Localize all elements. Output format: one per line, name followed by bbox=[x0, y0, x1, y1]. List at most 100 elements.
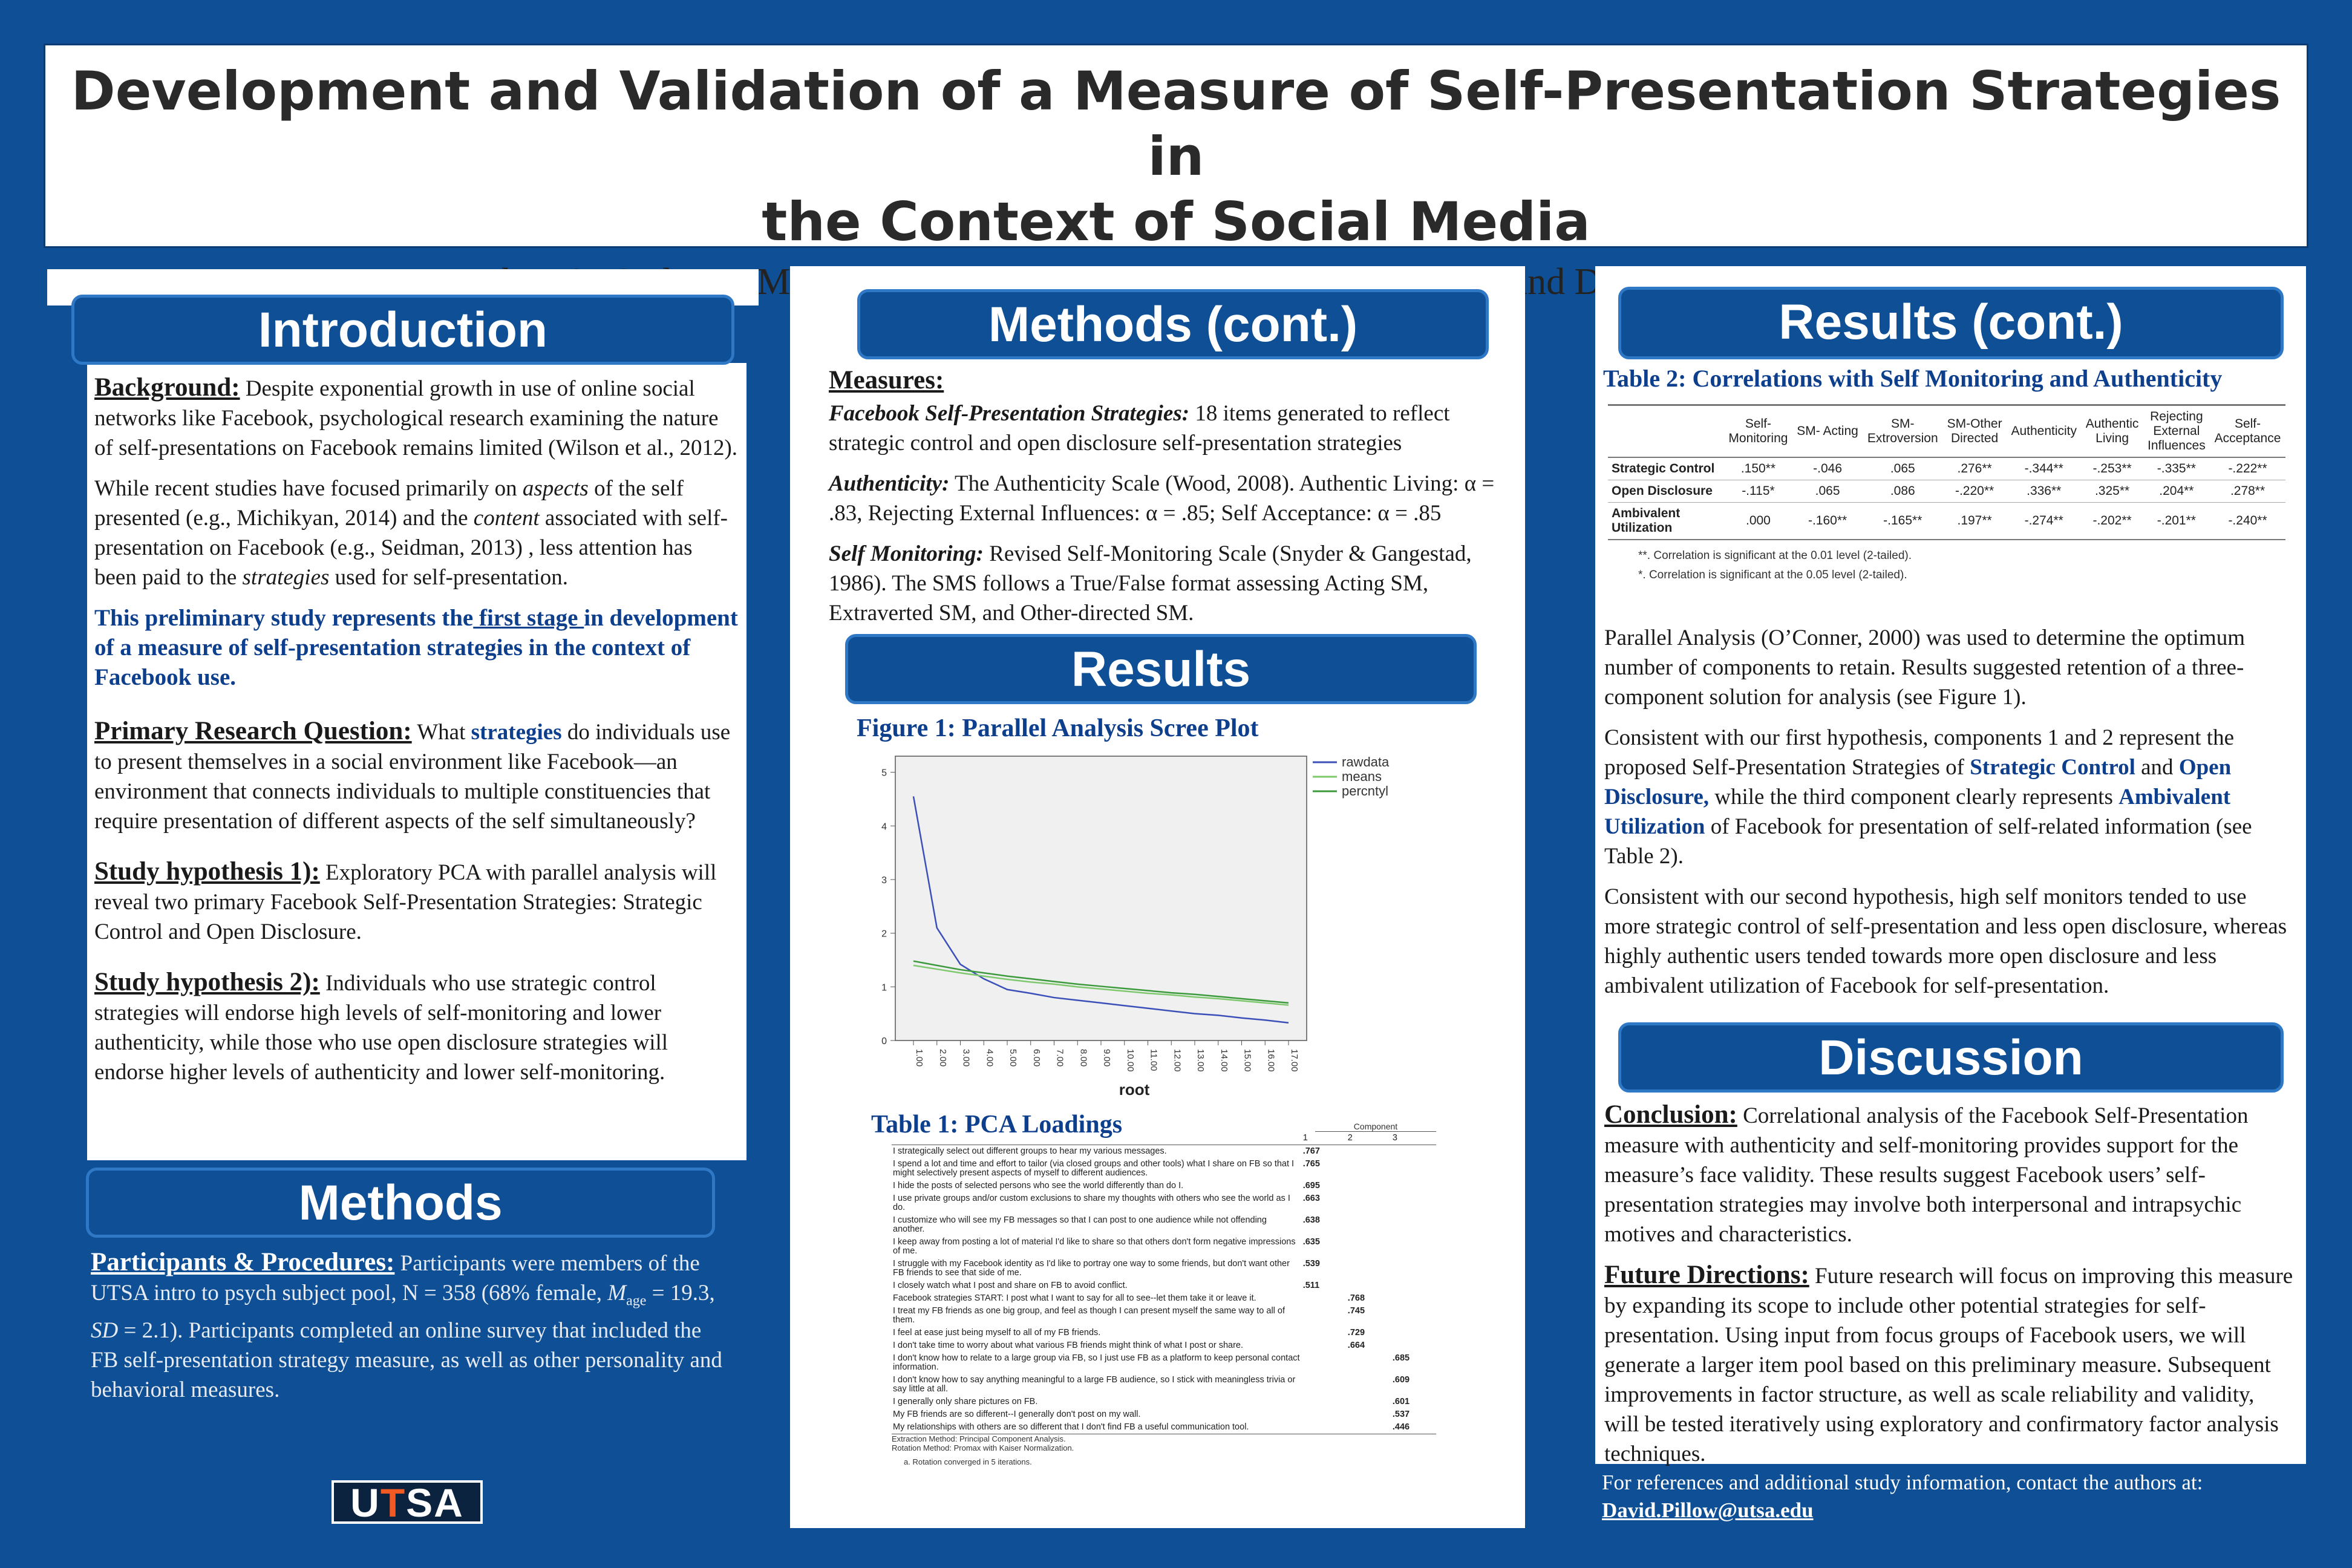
poster-title: Development and Validation of a Measure … bbox=[71, 60, 2281, 253]
introduction-panel bbox=[87, 363, 746, 1160]
table-row: I don't know how to say anything meaning… bbox=[892, 1374, 1436, 1396]
loading-value: .638 bbox=[1302, 1215, 1320, 1225]
correlation-table: Self- Monitoring SM- Acting SM- Extroversi… bbox=[1608, 404, 2285, 585]
legend-label: percntyl bbox=[1342, 783, 1388, 799]
table-row: Ambivalent Utilization .000 -.160** -.165**… bbox=[1608, 503, 2285, 540]
self-monitoring-measure: Self Monitoring: Revised Self-Monitoring… bbox=[829, 541, 1472, 626]
pca-item: I don't know how to relate to a large gr… bbox=[893, 1353, 1300, 1372]
pca-item: I don't know how to say anything meaning… bbox=[893, 1375, 1296, 1394]
results-cont-header: Results (cont.) bbox=[1618, 287, 2284, 359]
loading-value: .664 bbox=[1347, 1341, 1365, 1350]
column-header: Authentic Living bbox=[2085, 417, 2139, 445]
measures-heading: Measures: bbox=[829, 366, 944, 394]
loading-value bbox=[1391, 1305, 1436, 1327]
loading-value bbox=[1347, 1374, 1391, 1396]
introduction-header: Introduction bbox=[71, 295, 734, 365]
correlation-value: -.240** bbox=[2228, 514, 2267, 528]
methods-header: Methods bbox=[86, 1168, 715, 1238]
x-tick-label: 8.00 bbox=[1078, 1049, 1088, 1067]
loading-value bbox=[1391, 1180, 1436, 1192]
loading-value: .539 bbox=[1302, 1259, 1320, 1269]
methods-cont-body: Measures: Facebook Self-Presentation Str… bbox=[829, 365, 1512, 639]
correlation-value: -.115* bbox=[1742, 484, 1775, 498]
column-header: Self- Acceptance bbox=[2214, 417, 2281, 445]
x-tick-label: 5.00 bbox=[1008, 1049, 1018, 1067]
loading-value: .729 bbox=[1347, 1328, 1365, 1338]
loading-value bbox=[1302, 1421, 1347, 1434]
column-header: Authenticity bbox=[2011, 424, 2077, 438]
x-tick-label: 17.00 bbox=[1289, 1049, 1299, 1072]
loading-value: .745 bbox=[1347, 1306, 1365, 1316]
loading-value bbox=[1391, 1292, 1436, 1305]
research-question: Primary Research Question: What strategi… bbox=[94, 717, 731, 834]
loading-value bbox=[1302, 1408, 1347, 1421]
contact-email-link[interactable]: David.Pillow@utsa.edu bbox=[1602, 1498, 1814, 1522]
y-tick-label: 2 bbox=[881, 929, 887, 939]
first-stage-statement: This preliminary study represents the fi… bbox=[94, 605, 738, 690]
table-row: I use private groups and/or custom exclu… bbox=[892, 1192, 1436, 1214]
loading-value bbox=[1391, 1145, 1436, 1158]
component-label: Component bbox=[1315, 1122, 1436, 1132]
loading-value: .635 bbox=[1302, 1237, 1320, 1247]
loading-value bbox=[1347, 1396, 1391, 1408]
correlation-value: .204** bbox=[2159, 484, 2194, 498]
loading-value bbox=[1347, 1279, 1391, 1292]
background-paragraph: Background: Despite exponential growth i… bbox=[94, 373, 738, 460]
row-label: Ambivalent Utilization bbox=[1612, 506, 1681, 535]
x-tick-label: 15.00 bbox=[1243, 1049, 1253, 1072]
loading-value bbox=[1391, 1158, 1436, 1180]
loading-value bbox=[1347, 1352, 1391, 1374]
loading-value bbox=[1391, 1214, 1436, 1236]
row-label: Strategic Control bbox=[1612, 462, 1715, 475]
table-row: I feel at ease just being myself to all … bbox=[892, 1327, 1436, 1339]
title-box: Development and Validation of a Measure … bbox=[44, 44, 2308, 302]
series-line-means bbox=[913, 964, 1289, 1006]
conclusion-paragraph: Conclusion: Correlational analysis of th… bbox=[1604, 1100, 2249, 1247]
x-tick-label: 10.00 bbox=[1125, 1049, 1135, 1072]
loading-value bbox=[1302, 1292, 1347, 1305]
loading-value bbox=[1347, 1158, 1391, 1180]
discussion-body: Conclusion: Correlational analysis of th… bbox=[1604, 1100, 2294, 1480]
table-2-title: Table 2: Correlations with Self Monitori… bbox=[1603, 365, 2223, 392]
pca-item: I don't take time to worry about what va… bbox=[893, 1341, 1244, 1350]
x-tick-label: 9.00 bbox=[1102, 1049, 1112, 1067]
loading-value bbox=[1302, 1352, 1347, 1374]
legend-label: rawdata bbox=[1342, 754, 1390, 769]
loading-value bbox=[1347, 1408, 1391, 1421]
loading-value: .511 bbox=[1302, 1281, 1320, 1290]
column-header: SM- Acting bbox=[1797, 424, 1858, 438]
y-tick-label: 0 bbox=[881, 1036, 887, 1047]
column-header: Rejecting External Influences bbox=[2147, 410, 2206, 452]
table-row: I strategically select out different gro… bbox=[892, 1145, 1436, 1158]
scree-plot: 0 1 2 3 4 5 1.00 2.00 3.00 4.00 5.00 6.00 7.00 8.00 9.… bbox=[881, 754, 1390, 1099]
loading-value: .768 bbox=[1347, 1293, 1365, 1303]
pca-item: Facebook strategies START: I post what I… bbox=[893, 1293, 1256, 1303]
x-tick-label: 4.00 bbox=[984, 1049, 995, 1067]
methods-cont-header: Methods (cont.) bbox=[857, 289, 1489, 359]
row-label: Open Disclosure bbox=[1612, 484, 1713, 498]
discussion-header: Discussion bbox=[1618, 1022, 2284, 1093]
table-row: I customize who will see my FB messages … bbox=[892, 1214, 1436, 1236]
legend-label: means bbox=[1342, 769, 1382, 784]
correlation-value: -.201** bbox=[2157, 514, 2196, 528]
table-row: Open Disclosure -.115* .065 .086 -.220** .336… bbox=[1608, 480, 2285, 503]
pca-item: I hide the posts of selected persons who… bbox=[893, 1181, 1184, 1191]
participants-paragraph: Participants & Procedures: Participants … bbox=[91, 1248, 722, 1403]
x-tick-label: 3.00 bbox=[961, 1049, 972, 1067]
loading-value bbox=[1391, 1192, 1436, 1214]
pca-item: My relationships with others are so diff… bbox=[893, 1422, 1249, 1432]
correlation-value: .336** bbox=[2027, 484, 2062, 498]
correlation-value: -.253** bbox=[2092, 462, 2132, 475]
column-header: SM- Extroversion bbox=[1867, 417, 1938, 445]
loading-value: .695 bbox=[1302, 1181, 1320, 1191]
correlation-value: -.046 bbox=[1813, 462, 1843, 475]
x-tick-label: 11.00 bbox=[1149, 1049, 1159, 1071]
loading-value bbox=[1347, 1145, 1391, 1158]
aspects-paragraph: While recent studies have focused primar… bbox=[94, 476, 728, 590]
parallel-analysis-paragraph: Parallel Analysis (O’Conner, 2000) was u… bbox=[1604, 626, 2245, 710]
pca-item: I keep away from posting a lot of materi… bbox=[893, 1237, 1296, 1256]
pca-item: I treat my FB friends as one big group, … bbox=[893, 1306, 1285, 1325]
hypothesis-2-result: Consistent with our second hypothesis, h… bbox=[1604, 884, 2287, 998]
x-tick-label: 7.00 bbox=[1055, 1049, 1065, 1067]
table-row: I generally only share pictures on FB. .6… bbox=[892, 1396, 1436, 1408]
